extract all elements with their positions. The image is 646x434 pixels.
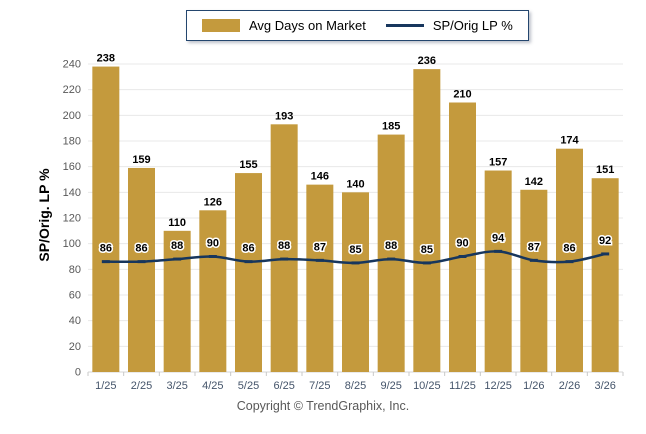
svg-text:151: 151 (596, 164, 614, 176)
svg-text:159: 159 (132, 154, 150, 166)
bar (128, 167, 155, 372)
bars (92, 66, 619, 373)
svg-text:2/26: 2/26 (559, 380, 580, 392)
svg-text:85: 85 (421, 244, 433, 256)
svg-text:140: 140 (63, 187, 81, 199)
svg-text:155: 155 (239, 159, 257, 171)
bar-legend-label: Avg Days on Market (249, 18, 366, 33)
svg-text:11/25: 11/25 (449, 380, 476, 392)
bar (235, 173, 262, 372)
y-axis-tick-labels: 0 20 40 60 80 100 120 140 160 180 200 220 240 (63, 59, 81, 379)
svg-text:88: 88 (385, 240, 397, 252)
svg-text:140: 140 (346, 178, 364, 190)
svg-text:236: 236 (418, 55, 436, 67)
svg-text:40: 40 (69, 315, 81, 327)
svg-text:7/25: 7/25 (309, 380, 330, 392)
svg-text:185: 185 (382, 121, 400, 133)
bar (163, 230, 191, 372)
bar (484, 170, 512, 372)
svg-text:180: 180 (63, 136, 81, 148)
svg-text:88: 88 (278, 240, 290, 252)
bar (449, 102, 476, 372)
svg-text:220: 220 (63, 84, 81, 96)
svg-text:86: 86 (563, 243, 575, 255)
svg-text:88: 88 (171, 240, 183, 252)
line-value-labels: 86 86 88 90 86 88 87 85 88 85 90 94 87 86 92 (98, 231, 613, 258)
svg-text:193: 193 (275, 110, 293, 122)
line-legend-swatch (385, 24, 424, 27)
svg-text:86: 86 (100, 243, 112, 255)
svg-text:160: 160 (63, 161, 81, 173)
svg-text:146: 146 (311, 171, 329, 183)
svg-text:9/25: 9/25 (380, 380, 401, 392)
svg-text:174: 174 (560, 135, 579, 147)
svg-text:80: 80 (69, 264, 81, 276)
svg-text:120: 120 (63, 213, 81, 225)
svg-text:240: 240 (63, 59, 81, 71)
svg-text:1/25: 1/25 (95, 380, 116, 392)
svg-text:85: 85 (349, 244, 361, 256)
copyright: Copyright © TrendGraphix, Inc. (236, 399, 410, 413)
bar (270, 124, 298, 372)
svg-text:210: 210 (453, 89, 471, 101)
bar (413, 69, 441, 372)
svg-text:4/25: 4/25 (202, 380, 223, 392)
svg-text:10/25: 10/25 (413, 380, 441, 392)
svg-text:110: 110 (168, 217, 186, 229)
svg-text:8/25: 8/25 (345, 380, 366, 392)
bar (306, 184, 334, 372)
x-axis-labels: 1/25 2/25 3/25 4/25 5/25 6/25 7/25 8/25 9/25 10/2… (95, 380, 616, 392)
svg-text:126: 126 (204, 196, 222, 208)
svg-text:94: 94 (492, 232, 505, 244)
bar (591, 178, 619, 372)
svg-text:2/25: 2/25 (131, 380, 152, 392)
bar (520, 189, 548, 372)
bar (92, 66, 120, 373)
svg-text:90: 90 (456, 238, 468, 250)
line-legend-label: SP/Orig LP % (432, 18, 513, 33)
svg-text:1/26: 1/26 (523, 380, 544, 392)
svg-text:86: 86 (242, 243, 254, 255)
svg-text:0: 0 (75, 367, 81, 379)
svg-text:3/26: 3/26 (594, 380, 615, 392)
svg-text:157: 157 (489, 157, 507, 169)
svg-text:3/25: 3/25 (166, 380, 187, 392)
line-markers (101, 249, 610, 265)
svg-text:100: 100 (63, 238, 81, 250)
svg-text:90: 90 (207, 238, 219, 250)
svg-text:200: 200 (63, 110, 81, 122)
svg-text:86: 86 (135, 243, 147, 255)
svg-text:5/25: 5/25 (238, 380, 259, 392)
svg-text:6/25: 6/25 (273, 380, 294, 392)
svg-text:142: 142 (525, 176, 543, 188)
svg-text:20: 20 (69, 341, 81, 353)
bar (199, 210, 227, 372)
svg-text:60: 60 (69, 290, 81, 302)
legend: Avg Days on Market SP/Orig LP % (186, 10, 529, 41)
bar (342, 192, 369, 372)
svg-text:87: 87 (314, 241, 326, 253)
svg-text:238: 238 (97, 53, 115, 65)
svg-text:12/25: 12/25 (484, 380, 512, 392)
x-axis-ticks (87, 372, 624, 376)
bar-value-labels: 238 159 110 126 155 193 146 140 185 236 210 157 142 1… (97, 53, 615, 229)
bar (377, 134, 405, 372)
svg-text:87: 87 (528, 241, 540, 253)
bar-legend-swatch (202, 19, 240, 32)
svg-text:92: 92 (599, 235, 611, 247)
